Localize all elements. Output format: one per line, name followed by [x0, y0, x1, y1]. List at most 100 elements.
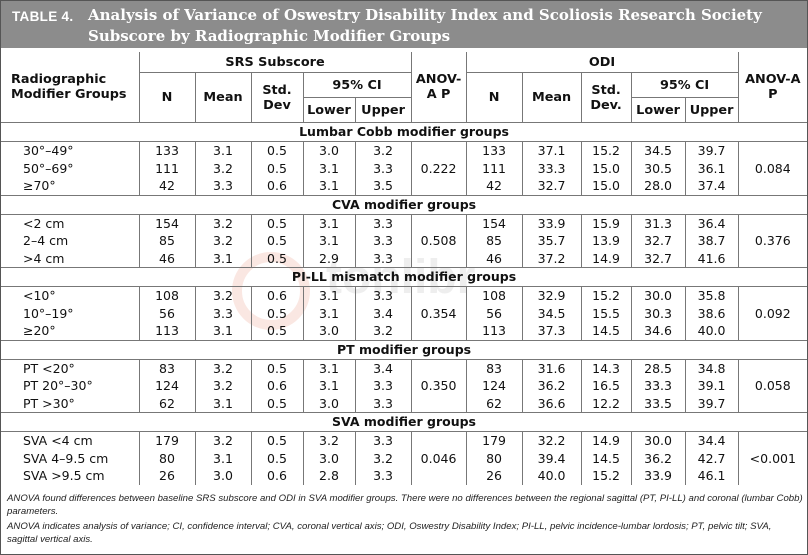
- header-n-srs: N: [138, 72, 195, 123]
- anova-p-odi: 0.092: [737, 286, 808, 340]
- odi-cell: 12.2: [580, 394, 632, 413]
- group-title: PI-LL mismatch modifier groups: [1, 267, 808, 287]
- header-group-col: Radiographic Modifier Groups: [11, 72, 127, 102]
- table-row: >4 cm 46 3.1 0.5 2.9 3.3 46 37.2 14.9 32.7 41.6: [1, 249, 807, 268]
- table-row: 10°–19° 56 3.3 0.5 3.1 3.4 56 34.5 15.5 30.3 38.6: [1, 304, 807, 322]
- odi-cell: 37.1: [521, 141, 582, 160]
- odi-cell: 16.5: [580, 377, 632, 395]
- srs-cell: 3.1: [194, 449, 251, 467]
- srs-cell: 3.0: [302, 394, 355, 413]
- srs-cell: 3.0: [302, 322, 355, 340]
- srs-cell: 3.0: [302, 141, 355, 160]
- srs-cell: 3.2: [354, 449, 412, 467]
- odi-cell: 26: [465, 467, 523, 485]
- table-title: Analysis of Variance of Oswestry Disabil…: [88, 6, 762, 45]
- odi-cell: 34.4: [684, 431, 739, 450]
- srs-cell: 0.5: [250, 159, 303, 177]
- odi-cell: 37.4: [684, 177, 739, 195]
- srs-cell: 42: [138, 177, 195, 195]
- odi-cell: 113: [465, 322, 523, 340]
- odi-cell: 15.2: [580, 467, 632, 485]
- row-label: SVA <4 cm: [1, 431, 139, 450]
- odi-cell: 37.2: [521, 249, 582, 268]
- srs-cell: 3.1: [194, 249, 251, 268]
- srs-cell: 3.0: [302, 449, 355, 467]
- group-title: PT modifier groups: [1, 339, 808, 359]
- odi-cell: 37.3: [521, 322, 582, 340]
- odi-cell: 34.8: [684, 358, 739, 377]
- odi-cell: 36.2: [521, 377, 582, 395]
- anova-p-srs: 0.046: [410, 431, 467, 485]
- header-anova-odi: ANOV-A P: [737, 52, 808, 123]
- srs-cell: 0.5: [250, 232, 303, 250]
- odi-cell: 36.2: [630, 449, 686, 467]
- srs-cell: 3.3: [354, 394, 412, 413]
- table-row: SVA <4 cm 179 3.2 0.5 3.2 3.3 0.046 179 32.2 14.9…: [1, 431, 808, 485]
- srs-cell: 133: [138, 141, 195, 160]
- odi-cell: 39.7: [684, 394, 739, 413]
- srs-cell: 124: [138, 377, 195, 395]
- anova-p-srs: 0.350: [410, 358, 467, 413]
- odi-cell: 154: [465, 213, 523, 232]
- row-label: 10°–19°: [23, 305, 74, 321]
- srs-cell: 0.6: [250, 467, 303, 485]
- srs-cell: 3.3: [354, 377, 412, 395]
- header-srs: SRS Subscore: [138, 52, 412, 73]
- srs-cell: 0.6: [250, 377, 303, 395]
- header-mean-srs: Mean: [194, 72, 251, 123]
- odi-cell: 32.9: [521, 286, 582, 305]
- odi-cell: 15.9: [580, 213, 632, 232]
- header-std-srs: Std. Dev: [250, 72, 303, 123]
- odi-cell: 14.9: [580, 249, 632, 268]
- srs-cell: 3.3: [354, 467, 412, 485]
- odi-cell: 35.8: [684, 286, 739, 305]
- footnote-anova: ANOVA found differences between baseline…: [7, 493, 803, 517]
- srs-cell: 3.1: [194, 394, 251, 413]
- srs-cell: 179: [138, 431, 195, 450]
- srs-cell: 3.2: [194, 159, 251, 177]
- group-title: CVA modifier groups: [1, 194, 808, 214]
- header-ci-odi: 95% CI: [630, 72, 739, 98]
- srs-cell: 0.6: [250, 286, 303, 305]
- odi-cell: 33.5: [630, 394, 686, 413]
- odi-cell: 80: [465, 449, 523, 467]
- srs-cell: 0.5: [250, 449, 303, 467]
- odi-cell: 31.3: [630, 213, 686, 232]
- header-mean-odi: Mean: [521, 72, 582, 123]
- row-label: ≥20°: [23, 323, 56, 338]
- odi-cell: 30.0: [630, 286, 686, 305]
- title-bar: TABLE 4. Analysis of Variance of Oswestr…: [1, 1, 807, 48]
- srs-cell: 3.3: [354, 159, 412, 177]
- odi-cell: 15.0: [580, 177, 632, 195]
- srs-cell: 3.2: [302, 431, 355, 450]
- odi-cell: 14.3: [580, 358, 632, 377]
- srs-cell: 3.1: [194, 141, 251, 160]
- header-std-odi: Std. Dev.: [580, 72, 632, 123]
- odi-cell: 33.9: [630, 467, 686, 485]
- srs-cell: 3.2: [194, 232, 251, 250]
- srs-cell: 83: [138, 358, 195, 377]
- srs-cell: 0.5: [250, 249, 303, 268]
- anova-p-srs: 0.508: [410, 213, 467, 268]
- row-label: 2–4 cm: [23, 233, 69, 248]
- odi-cell: 33.3: [521, 159, 582, 177]
- odi-cell: 35.7: [521, 232, 582, 250]
- odi-cell: 42: [465, 177, 523, 195]
- odi-cell: 38.7: [684, 232, 739, 250]
- table-row: ≥20° 113 3.1 0.5 3.0 3.2 113 37.3 14.5 34.6 40.0: [1, 322, 807, 340]
- table-number: TABLE 4.: [12, 9, 74, 24]
- srs-cell: 3.4: [354, 304, 412, 322]
- odi-cell: 36.4: [684, 213, 739, 232]
- row-label: PT 20°–30°: [23, 378, 93, 393]
- odi-cell: 15.0: [580, 159, 632, 177]
- header-lower-odi: Lower: [630, 97, 686, 123]
- anova-p-odi: 0.084: [737, 141, 808, 195]
- table-row: 30°–49° 133 3.1 0.5 3.0 3.2 0.222 133 37.1 15.2 34…: [1, 141, 808, 195]
- srs-cell: 108: [138, 286, 195, 305]
- header-ci-srs: 95% CI: [302, 72, 412, 98]
- odi-cell: 34.5: [521, 304, 582, 322]
- srs-cell: 3.1: [302, 177, 355, 195]
- srs-cell: 3.3: [354, 286, 412, 305]
- header-lower-srs: Lower: [302, 97, 355, 123]
- odi-cell: 39.7: [684, 141, 739, 160]
